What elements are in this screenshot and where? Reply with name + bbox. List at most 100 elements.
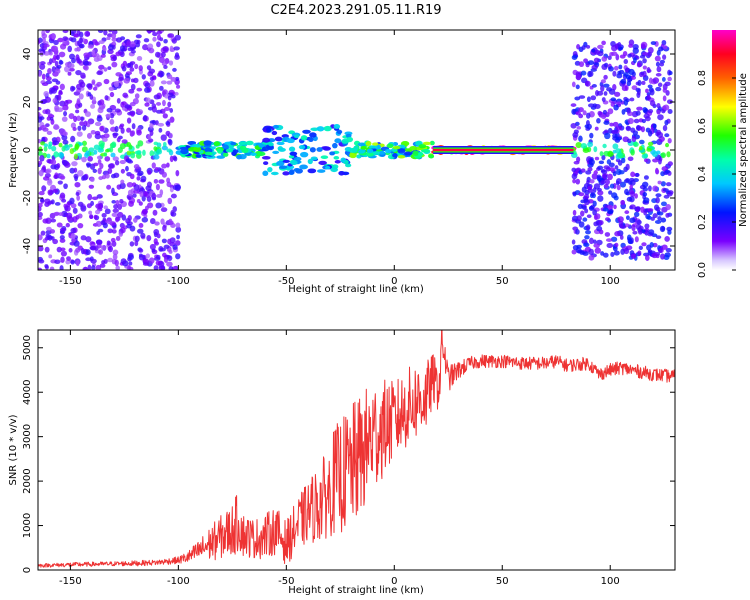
heatmap-cell	[114, 160, 120, 166]
heatmap-cell	[571, 54, 578, 60]
heatmap-cell	[612, 149, 617, 154]
heatmap-cell	[268, 142, 274, 147]
heatmap-cell	[166, 162, 170, 168]
heatmap-cell	[58, 142, 63, 148]
heatmap-cell	[428, 154, 435, 159]
heatmap-cell	[122, 60, 128, 67]
heatmap-cell	[174, 54, 180, 60]
heatmap-cell	[114, 108, 121, 113]
heatmap-cell	[167, 197, 173, 205]
heatmap-cell	[286, 138, 295, 144]
heatmap-cell	[262, 137, 271, 143]
heatmap-cell	[584, 235, 590, 240]
heatmap-cell	[596, 118, 601, 124]
heatmap-cell	[630, 253, 637, 259]
heatmap-cell	[100, 53, 106, 58]
heatmap-cell	[123, 77, 130, 84]
heatmap-cell	[642, 70, 647, 78]
heatmap-cell	[655, 235, 662, 239]
heatmap-cell	[109, 146, 114, 153]
heatmap-cell	[167, 255, 173, 262]
heatmap-cell	[73, 153, 78, 160]
heatmap-cell	[598, 220, 604, 226]
heatmap-cell	[41, 73, 46, 80]
heatmap-cell	[70, 122, 77, 129]
heatmap-cell	[68, 63, 75, 69]
heatmap-cell	[272, 150, 280, 155]
heatmap-cell	[632, 47, 639, 54]
heatmap-cell	[576, 215, 582, 222]
heatmap-cell	[612, 121, 619, 128]
heatmap-cell	[594, 126, 599, 131]
heatmap-cell	[82, 65, 88, 70]
heatmap-cell	[600, 179, 606, 185]
x-tick-label: -150	[59, 276, 82, 287]
heatmap-cell	[59, 60, 64, 65]
heatmap-cell	[603, 62, 609, 68]
heatmap-cell	[109, 91, 115, 98]
heatmap-cell	[70, 232, 76, 240]
heatmap-cell	[593, 243, 600, 248]
heatmap-cell	[80, 116, 84, 122]
heatmap-cell	[47, 144, 52, 150]
heatmap-cell	[68, 67, 75, 72]
heatmap-cell	[636, 106, 643, 111]
heatmap-cell	[41, 37, 46, 44]
heatmap-cell	[588, 254, 595, 261]
y-tick-label: -20	[22, 190, 33, 206]
heatmap-cell	[175, 253, 181, 260]
heatmap-cell	[588, 237, 594, 245]
heatmap-cell	[663, 104, 670, 111]
heatmap-cell	[52, 97, 58, 104]
heatmap-cell	[58, 51, 66, 58]
heatmap-cell	[163, 65, 168, 70]
heatmap-cell	[128, 144, 133, 150]
colorbar-tick-label: 0.2	[697, 214, 708, 230]
heatmap-cell	[169, 186, 174, 193]
heatmap-cell	[365, 140, 372, 147]
heatmap-cell	[610, 236, 618, 242]
heatmap-cell	[638, 229, 643, 235]
heatmap-cell	[582, 110, 587, 116]
heatmap-cell	[88, 210, 93, 215]
heatmap-cell	[409, 146, 418, 151]
heatmap-cell	[151, 248, 156, 253]
heatmap-cell	[155, 183, 160, 191]
heatmap-cell	[101, 212, 107, 218]
heatmap-cell	[582, 147, 590, 153]
heatmap-cell	[204, 151, 213, 156]
heatmap-cell	[580, 70, 587, 76]
heatmap-cell	[593, 146, 598, 153]
heatmap-cell	[596, 174, 601, 179]
heatmap-cell	[575, 178, 581, 185]
colorbar-ticks: 0.0 0.2 0.4 0.6 0.8	[697, 70, 736, 278]
heatmap-cell	[160, 134, 167, 141]
heatmap-cell	[659, 62, 665, 67]
heatmap-cell	[109, 112, 115, 119]
heatmap-cell	[122, 92, 128, 98]
heatmap-cell	[572, 191, 577, 197]
heatmap-cell	[571, 108, 577, 115]
y-tick-label: 20	[22, 96, 33, 109]
heatmap-cell	[87, 83, 93, 90]
heatmap-cell	[42, 176, 50, 181]
heatmap-cell	[103, 258, 108, 264]
heatmap-cell	[666, 151, 671, 158]
heatmap-cell	[346, 136, 354, 143]
heatmap-cell	[142, 262, 150, 266]
heatmap-cell	[274, 136, 283, 142]
heatmap-cell	[163, 38, 168, 44]
heatmap-cell	[624, 210, 630, 215]
heatmap-cell	[138, 187, 146, 193]
heatmap-cell	[662, 95, 667, 102]
snr-frame	[37, 329, 676, 571]
heatmap-cell	[53, 174, 58, 179]
heatmap-cell	[330, 167, 338, 173]
heatmap-cell	[93, 149, 98, 155]
heatmap-cell	[241, 147, 249, 154]
heatmap-cell	[604, 232, 611, 237]
heatmap-cell	[56, 54, 60, 61]
heatmap-cell	[614, 231, 621, 237]
heatmap-cell	[623, 247, 630, 255]
heatmap-cell	[652, 77, 660, 84]
